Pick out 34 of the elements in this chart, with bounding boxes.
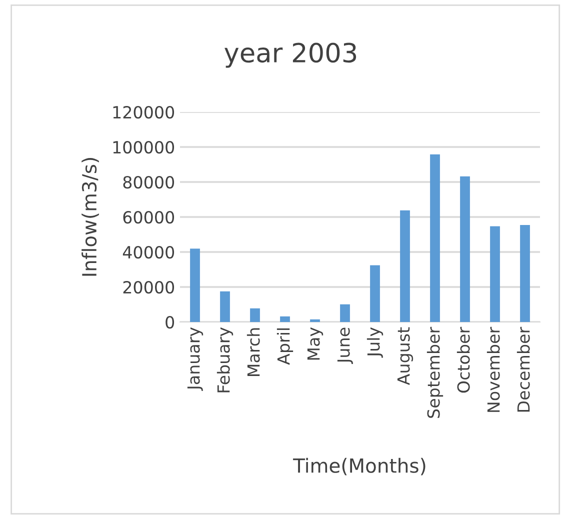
bar [460, 176, 470, 322]
bar [490, 226, 500, 322]
y-tick-label: 100000 [113, 140, 174, 154]
bar [250, 308, 260, 322]
bar [310, 319, 320, 322]
x-tick-label: January [187, 327, 204, 391]
bar [370, 265, 380, 322]
y-tick-label: 80000 [123, 176, 174, 189]
bar [280, 316, 290, 322]
bar [430, 154, 440, 322]
x-tick-label: August [397, 327, 414, 386]
x-tick-label: April [276, 328, 294, 365]
x-tick-label: March [246, 328, 260, 376]
x-tick-label: December [516, 326, 530, 412]
x-tick-label: June [337, 328, 353, 364]
chart-title: year 2003 [224, 42, 356, 68]
bar [400, 210, 410, 322]
y-axis-title: Inflow(m3/s) [82, 158, 99, 276]
x-axis-title: Time(Months) [293, 458, 426, 476]
bar [520, 225, 530, 322]
bar [190, 248, 200, 322]
x-tick-label: July [366, 327, 384, 358]
y-tick-label: 120000 [113, 106, 174, 119]
x-tick-label: Febuary [216, 327, 234, 392]
y-tick-label: 40000 [122, 246, 174, 259]
x-tick-label: October [456, 326, 470, 393]
x-tick-label: May [307, 327, 324, 360]
x-tick-label: November [486, 326, 500, 412]
bar [340, 304, 350, 322]
bar [220, 291, 230, 322]
y-tick-label: 20000 [123, 280, 174, 294]
y-tick-label: 0 [166, 316, 174, 329]
y-tick-label: 60000 [123, 210, 174, 224]
x-tick-label: September [426, 326, 444, 418]
